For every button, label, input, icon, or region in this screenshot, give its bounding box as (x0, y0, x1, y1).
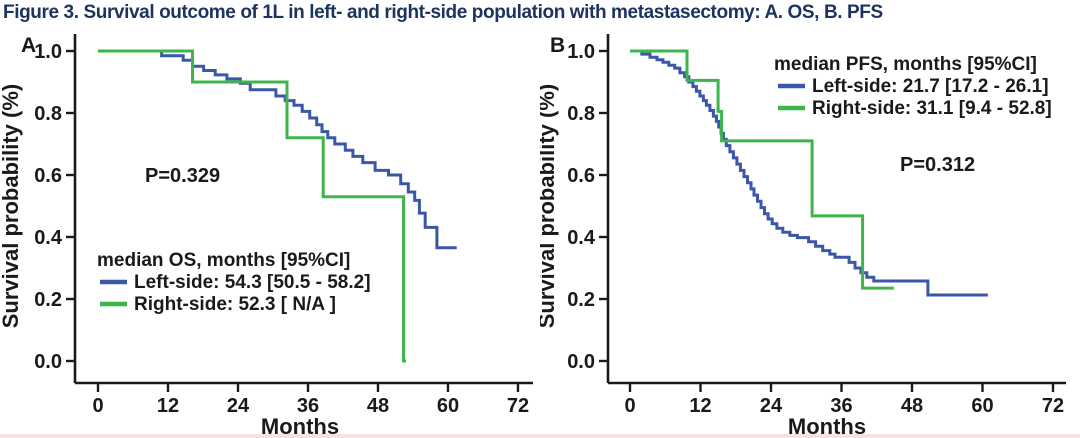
y-tick-label: 0.6 (567, 165, 595, 187)
x-tick-label: 24 (760, 395, 783, 417)
x-tick-label: 12 (157, 395, 179, 417)
legend-label-left-side: Left-side: 54.3 [50.5 - 58.2] (134, 272, 371, 293)
y-axis-title: Survival probability (%) (0, 84, 23, 329)
legend-header: median OS, months [95%CI] (97, 250, 350, 271)
x-tick-label: 60 (971, 395, 993, 417)
y-tick-label: 0.8 (567, 103, 595, 125)
x-tick-label: 60 (437, 395, 459, 417)
y-tick-label: 1.0 (567, 41, 595, 63)
x-tick-label: 48 (901, 395, 923, 417)
x-tick-label: 24 (227, 395, 250, 417)
x-tick-label: 12 (689, 395, 711, 417)
p-value-label: P=0.329 (145, 165, 220, 187)
y-tick-label: 0.0 (34, 351, 62, 373)
y-tick-label: 0.2 (567, 289, 595, 311)
p-value-label: P=0.312 (900, 154, 975, 176)
x-tick-label: 0 (92, 395, 103, 417)
panel-letter: B (550, 34, 565, 57)
figure-title: Figure 3. Survival outcome of 1L in left… (3, 2, 883, 23)
km-panels: 0 12 24 36 48 60 72 1.0 0.8 0.6 0.4 0.2 0.0 Months Sur… (0, 26, 1080, 438)
km-panel-pfs: 0 12 24 36 48 60 721.00.80.60.40.20.0MonthsSur… (540, 34, 1066, 438)
y-axis-title: Survival probability (%) (540, 84, 559, 329)
y-tick-label: 0.6 (34, 165, 62, 187)
x-tick-label: 48 (367, 395, 389, 417)
y-tick-label: 0.4 (567, 227, 596, 249)
km-curve-right-side-os (98, 49, 406, 363)
legend-label-left-side: Left-side: 21.7 [17.2 - 26.1] (812, 76, 1049, 97)
bottom-strip (0, 434, 1080, 438)
x-tick-label: 72 (1042, 395, 1064, 417)
y-tick-label: 0.0 (567, 351, 595, 373)
x-tick-label: 72 (507, 395, 529, 417)
y-tick-label: 1.0 (34, 41, 62, 63)
x-tick-label: 36 (830, 395, 852, 417)
km-curve-left-side-os (98, 49, 457, 250)
km-curve-right-side-pfs (630, 49, 894, 290)
legend-label-right-side: Right-side: 31.1 [9.4 - 52.8] (812, 98, 1052, 119)
y-tick-label: 0.2 (34, 289, 62, 311)
x-tick-label: 36 (297, 395, 319, 417)
y-tick-label: 0.8 (34, 103, 62, 125)
x-tick-label: 0 (624, 395, 635, 417)
panel-letter: A (21, 34, 36, 57)
legend-header: median PFS, months [95%CI] (774, 54, 1037, 75)
legend-label-right-side: Right-side: 52.3 [ N/A ] (134, 294, 336, 315)
y-tick-label: 0.4 (34, 227, 63, 249)
km-panel-os: 0 12 24 36 48 60 721.00.80.60.40.20.0MonthsSur… (0, 34, 533, 438)
